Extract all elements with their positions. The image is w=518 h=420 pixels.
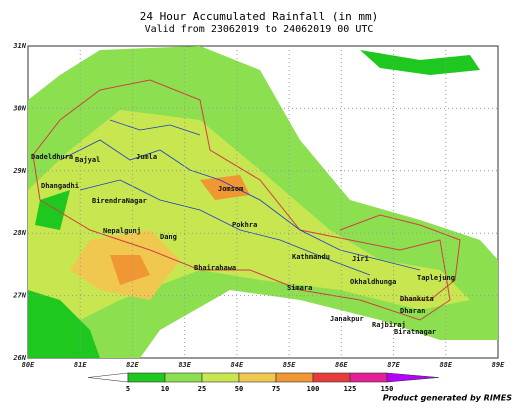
lat-label: 28N [12,229,26,237]
lat-label: 27N [12,292,26,300]
graticule [28,46,498,358]
colorbar-label: 150 [381,385,394,393]
place-label: Dadeldhura [31,153,73,161]
colorbar-arrow [386,372,440,383]
credit: Product generated by RIMES [383,394,513,403]
rain-5-10 [35,190,70,230]
colorbar-segment [164,372,203,383]
lon-label: 87E [387,361,400,369]
colorbar-label: 5 [126,385,130,393]
colorbar-label: 125 [344,385,357,393]
place-label: Kathmandu [292,253,330,261]
place-label: Biratnagar [394,328,436,336]
place-label: Simara [287,284,312,292]
colorbar-segment [127,372,166,383]
lon-label: 80E [22,361,35,369]
colorbar: 5 10 25 50 75 100 125 150 [87,372,440,393]
place-label: Okhaldhunga [350,278,396,286]
place-label: Dhangadhi [41,182,79,190]
colorbar-label: 10 [161,385,169,393]
lon-label: 89E [492,361,505,369]
colorbar-label: 75 [272,385,280,393]
place-label: Janakpur [330,315,364,323]
place-label: BirendraNagar [92,197,147,205]
place-label: Dang [160,233,177,241]
colorbar-arrow [87,372,129,383]
colorbar-label: 25 [198,385,206,393]
lat-label: 31N [12,42,26,50]
lon-label: 86E [335,361,348,369]
place-label: Bhairahawa [194,264,236,272]
place-label: Taplejung [417,274,455,282]
rain-75-100 [110,255,150,285]
lat-label: 29N [12,167,26,175]
place-label: Bajyal [75,156,100,164]
colorbar-segment [312,372,351,383]
place-label: Jumla [136,153,157,161]
colorbar-label: 50 [235,385,243,393]
places: Dadeldhura Bajyal Jumla Dhangadhi Birend… [31,153,455,336]
rain-5-10 [360,50,480,75]
place-label: Dharan [400,307,425,315]
lat-label: 26N [12,354,26,362]
rain-5-10 [28,290,100,358]
place-label: Pokhra [232,221,257,229]
lon-label: 84E [231,361,244,369]
map-subtitle: Valid from 23062019 to 24062019 00 UTC [145,24,374,35]
place-label: Rajbiraj [372,321,406,329]
rain-75-100 [200,175,250,200]
lon-label: 81E [74,361,87,369]
lat-label: 30N [12,104,26,112]
colorbar-segment [238,372,277,383]
colorbar-label: 100 [307,385,320,393]
place-label: Jiri [352,255,369,263]
place-label: Nepalgunj [103,227,141,235]
place-label: Jomsom [218,185,243,193]
map-title: 24 Hour Accumulated Rainfall (in mm) [140,10,378,23]
place-label: Dhankuta [400,295,434,303]
colorbar-segment [275,372,314,383]
lon-label: 85E [283,361,296,369]
borders [32,79,461,321]
lon-label: 82E [126,361,139,369]
lon-label: 88E [439,361,452,369]
lon-label: 83E [178,361,191,369]
colorbar-segment [349,372,388,383]
colorbar-segment [201,372,240,383]
